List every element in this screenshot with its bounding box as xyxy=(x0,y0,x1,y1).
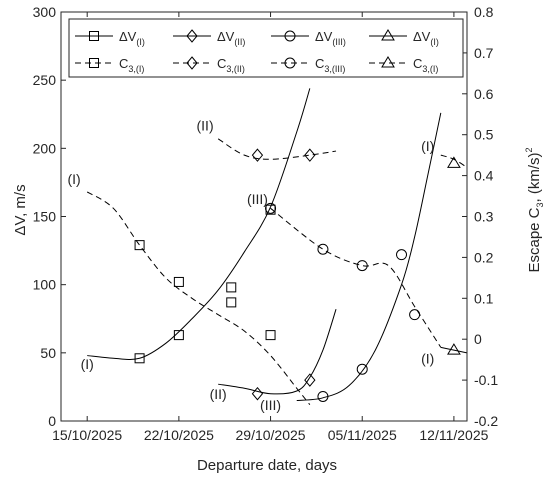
series-marker-c3 xyxy=(356,260,368,272)
legend-label: ΔV(I) xyxy=(119,29,145,47)
y-tick-label-left: 250 xyxy=(33,72,57,88)
y-tick-label-right: 0.7 xyxy=(474,45,494,61)
y-tick-label-right: 0.1 xyxy=(474,290,494,306)
y-tick-label-left: 50 xyxy=(40,345,56,361)
legend-box xyxy=(68,18,464,78)
y-tick-label-right: -0.1 xyxy=(474,372,498,388)
x-axis-label: Departure date, days xyxy=(197,457,337,474)
series-marker-dv4 xyxy=(447,343,461,355)
series-line-c1 xyxy=(86,191,311,405)
annotation-label: (II) xyxy=(210,386,227,402)
y-tick-label-right: 0.8 xyxy=(474,4,494,20)
legend-marker xyxy=(186,56,198,70)
series-marker-dv1 xyxy=(173,330,184,341)
series-marker-dv2 xyxy=(251,386,264,401)
series-marker-dv2 xyxy=(304,373,316,387)
y-tick-label-right: 0.3 xyxy=(474,209,494,225)
y-tick-label-right: 0.2 xyxy=(474,249,494,265)
series-line-dv2 xyxy=(218,309,337,395)
annotation-layer: (I) (II) (III) (I) (I) (II) (III) (I) xyxy=(67,118,434,413)
series-marker-c2 xyxy=(251,148,264,162)
series-marker-c1 xyxy=(173,276,184,287)
series-marker-dv3 xyxy=(396,249,408,261)
legend-label: ΔV(II) xyxy=(217,29,245,47)
x-tick-label: 29/10/2025 xyxy=(236,427,306,443)
series-layer xyxy=(86,88,468,405)
y-tick-label-left: 0 xyxy=(48,413,56,429)
legend-label: C3,(III) xyxy=(315,56,345,74)
series-marker-c3 xyxy=(409,309,421,321)
series-line-c2 xyxy=(217,138,337,160)
x-tick-label: 22/10/2025 xyxy=(144,427,214,443)
legend-label: ΔV(III) xyxy=(315,29,346,47)
legend-label: C3,(I) xyxy=(413,56,438,74)
series-marker-c1 xyxy=(226,297,237,308)
annotation-label: (III) xyxy=(247,191,268,207)
series-marker-c1 xyxy=(134,240,145,251)
plot-area xyxy=(61,12,467,421)
annotation-label: (I) xyxy=(81,356,94,372)
annotation-label: (I) xyxy=(421,138,434,154)
y-tick-label-right: 0.4 xyxy=(474,168,494,184)
series-marker-dv3 xyxy=(317,390,329,402)
x-tick-label: 12/11/2025 xyxy=(419,427,488,443)
series-line-c4 xyxy=(440,154,468,168)
series-line-dv3 xyxy=(296,112,442,402)
series-marker-dv3 xyxy=(356,363,368,375)
y-tick-label-left: 150 xyxy=(33,209,57,225)
legend-marker xyxy=(284,30,296,42)
x-tick-label: 05/11/2025 xyxy=(328,427,397,443)
series-marker-dv1 xyxy=(226,282,237,293)
legend-label: C3,(I) xyxy=(119,56,144,74)
legend-marker xyxy=(284,57,296,69)
series-marker-c3 xyxy=(317,243,329,255)
legend-marker xyxy=(186,29,198,43)
series-marker-c3 xyxy=(265,202,277,214)
axes-layer: 15/10/2025 22/10/2025 29/10/2025 05/11/2025… xyxy=(33,4,499,443)
legend-marker xyxy=(381,29,395,41)
y-axis-label-right: Escape C3, (km/s)2 xyxy=(524,147,545,272)
annotation-label: (I) xyxy=(67,171,80,187)
annotation-label: (III) xyxy=(260,397,281,413)
y-tick-label-left: 200 xyxy=(33,140,57,156)
series-marker-c2 xyxy=(304,148,316,162)
y-tick-label-left: 300 xyxy=(33,4,57,20)
y-tick-label-right: 0.5 xyxy=(474,127,494,143)
x-tick-label: 15/10/2025 xyxy=(52,427,122,443)
legend-marker xyxy=(89,58,99,68)
annotation-label: (II) xyxy=(197,118,214,134)
series-line-dv1 xyxy=(87,88,311,361)
y-tick-label-right: 0 xyxy=(474,331,482,347)
plot-background xyxy=(61,12,467,421)
legend: ΔV(I) ΔV(II) ΔV(III) ΔV(I) C3,(I) C3,(II) C3,(… xyxy=(68,18,464,78)
legend-label: C3,(II) xyxy=(217,56,245,74)
y-axis-label-left: ΔV, m/s xyxy=(12,184,29,235)
annotation-label: (I) xyxy=(421,351,434,367)
legend-label: ΔV(I) xyxy=(413,29,439,47)
series-line-dv4 xyxy=(440,346,468,354)
series-marker-dv1 xyxy=(134,353,145,364)
y-tick-label-right: 0.6 xyxy=(474,86,494,102)
y-tick-label-left: 100 xyxy=(33,277,57,293)
legend-marker xyxy=(381,56,395,68)
series-marker-c1 xyxy=(265,330,276,341)
legend-marker xyxy=(89,31,99,41)
series-marker-c4 xyxy=(447,156,461,168)
series-line-c3 xyxy=(270,207,442,348)
y-tick-label-right: -0.2 xyxy=(474,413,498,429)
